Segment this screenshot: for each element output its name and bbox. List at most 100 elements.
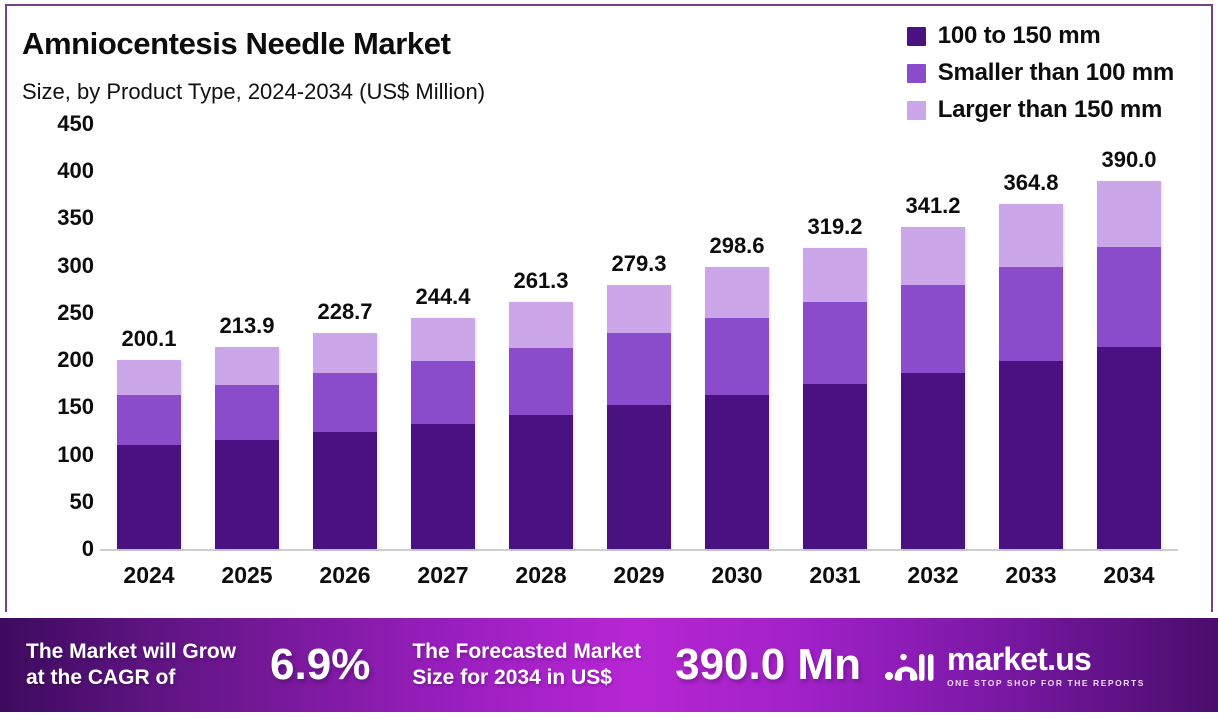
bar-segment[interactable] [803, 247, 867, 302]
legend-item[interactable]: Smaller than 100 mm [906, 59, 1175, 87]
bar-segment[interactable] [999, 360, 1063, 549]
stacked-bar[interactable] [803, 247, 867, 549]
x-axis-tick: 2030 [711, 562, 763, 588]
bar-segment[interactable] [999, 266, 1063, 361]
page-subtitle: Size, by Product Type, 2024-2034 (US$ Mi… [22, 79, 486, 104]
cagr-block: The Market will Grow at the CAGR of 6.9% [26, 639, 370, 690]
bar-column[interactable]: 364.8 [982, 124, 1080, 549]
bar-segment[interactable] [1097, 247, 1161, 348]
chart-legend: 100 to 150 mm Smaller than 100 mm Larger t… [906, 22, 1175, 124]
bar-segment[interactable] [509, 302, 573, 348]
footer-banner: The Market will Grow at the CAGR of 6.9%… [0, 618, 1218, 712]
bar-column[interactable]: 298.6 [688, 124, 786, 549]
bar-column[interactable]: 244.4 [394, 124, 492, 549]
bar-total-label: 200.1 [121, 326, 177, 352]
bar-column[interactable]: 261.3 [492, 124, 590, 549]
bar-segment[interactable] [117, 394, 181, 446]
x-axis-tick: 2028 [515, 562, 567, 588]
bar-segment[interactable] [215, 347, 279, 385]
stacked-bar[interactable] [215, 347, 279, 549]
stacked-bar[interactable] [313, 333, 377, 549]
bar-segment[interactable] [313, 431, 377, 549]
bar-segment[interactable] [117, 360, 181, 395]
bar-column[interactable]: 213.9 [198, 124, 296, 549]
bar-total-label: 213.9 [219, 312, 275, 338]
bar-segment[interactable] [411, 423, 475, 549]
chart-plot-area: 450 400 350 300 250 200 150 100 50 0 200.1 213.9 22… [22, 111, 1178, 588]
bar-segment[interactable] [999, 204, 1063, 267]
bar-total-label: 298.6 [709, 233, 765, 258]
bar-segment[interactable] [803, 301, 867, 385]
logo-tagline: ONE STOP SHOP FOR THE REPORTS [946, 677, 1145, 688]
bar-total-label: 261.3 [513, 268, 569, 294]
bar-segment[interactable] [509, 414, 573, 549]
bar-column[interactable]: 200.1 [100, 124, 198, 549]
x-axis-line [100, 549, 1178, 551]
bar-segment[interactable] [1097, 347, 1161, 549]
stacked-bar[interactable] [509, 302, 573, 549]
bar-segment[interactable] [803, 384, 867, 549]
y-axis-tick: 350 [57, 205, 94, 231]
x-axis-tick: 2034 [1103, 562, 1155, 588]
y-axis-tick: 0 [81, 536, 94, 561]
stacked-bar[interactable] [1097, 180, 1161, 549]
bar-segment[interactable] [215, 384, 279, 440]
bar-segment[interactable] [705, 395, 769, 549]
bar-segment[interactable] [607, 404, 671, 549]
bar-segment[interactable] [313, 333, 377, 374]
bar-segment[interactable] [901, 284, 965, 373]
bar-segment[interactable] [411, 318, 475, 362]
bar-segment[interactable] [313, 373, 377, 432]
legend-item-label: Smaller than 100 mm [937, 59, 1175, 86]
bar-total-label: 228.7 [317, 299, 373, 325]
bar-segment[interactable] [1097, 180, 1161, 248]
bar-segment[interactable] [411, 361, 475, 424]
legend-item[interactable]: Larger than 150 mm [906, 96, 1163, 124]
bar-column[interactable]: 319.2 [786, 124, 884, 549]
stacked-bar[interactable] [411, 318, 475, 549]
bar-group: 200.1 213.9 228.7 244.4 261.3 279.3 298.6 319.2… [100, 124, 1178, 549]
forecast-block: The Forecasted Market Size for 2034 in U… [412, 639, 861, 690]
y-axis-tick: 150 [57, 394, 94, 420]
x-axis-tick: 2029 [613, 562, 665, 588]
legend-item[interactable]: 100 to 150 mm [906, 22, 1101, 50]
bar-column[interactable]: 279.3 [590, 124, 688, 549]
bar-column[interactable]: 341.2 [884, 124, 982, 549]
forecast-caption-line2: Size for 2034 in US$ [412, 666, 612, 689]
bar-column[interactable]: 228.7 [296, 124, 394, 549]
cagr-caption-line2: at the CAGR of [26, 666, 176, 689]
bar-segment[interactable] [901, 226, 965, 285]
x-axis-tick: 2027 [417, 562, 469, 588]
y-axis: 450 400 350 300 250 200 150 100 50 0 [22, 111, 94, 561]
bar-segment[interactable] [509, 347, 573, 415]
bar-column[interactable]: 390.0 [1080, 124, 1178, 549]
legend-swatch-icon [906, 63, 926, 83]
y-axis-tick: 200 [57, 347, 94, 373]
bar-total-label: 279.3 [611, 251, 667, 277]
bar-segment[interactable] [901, 372, 965, 549]
bar-segment[interactable] [607, 333, 671, 405]
forecast-value: 390.0 Mn [675, 640, 861, 689]
stacked-bar[interactable] [999, 204, 1063, 549]
bar-segment[interactable] [705, 267, 769, 319]
bar-segment[interactable] [117, 445, 181, 549]
bar-total-label: 364.8 [1003, 170, 1059, 196]
x-axis-tick: 2024 [123, 562, 175, 588]
bar-total-label: 341.2 [905, 192, 961, 218]
cagr-caption-line1: The Market will Grow [26, 640, 237, 664]
stacked-bar[interactable] [901, 226, 965, 549]
bar-segment[interactable] [215, 439, 279, 549]
stacked-bar[interactable] [607, 285, 671, 549]
x-axis-tick: 2032 [907, 562, 959, 588]
stacked-bar[interactable] [117, 360, 181, 549]
cagr-value: 6.9% [270, 640, 371, 689]
bar-total-label: 390.0 [1101, 146, 1157, 172]
y-axis-tick: 50 [69, 488, 94, 514]
market-us-logo[interactable]: market.us ONE STOP SHOP FOR THE REPORTS [883, 643, 1145, 688]
bar-segment[interactable] [705, 318, 769, 396]
bar-segment[interactable] [607, 285, 671, 334]
cagr-caption: The Market will Grow at the CAGR of [26, 639, 236, 690]
stacked-bar[interactable] [705, 267, 769, 549]
y-axis-tick: 100 [57, 441, 94, 467]
legend-item-label: Larger than 150 mm [937, 96, 1163, 123]
